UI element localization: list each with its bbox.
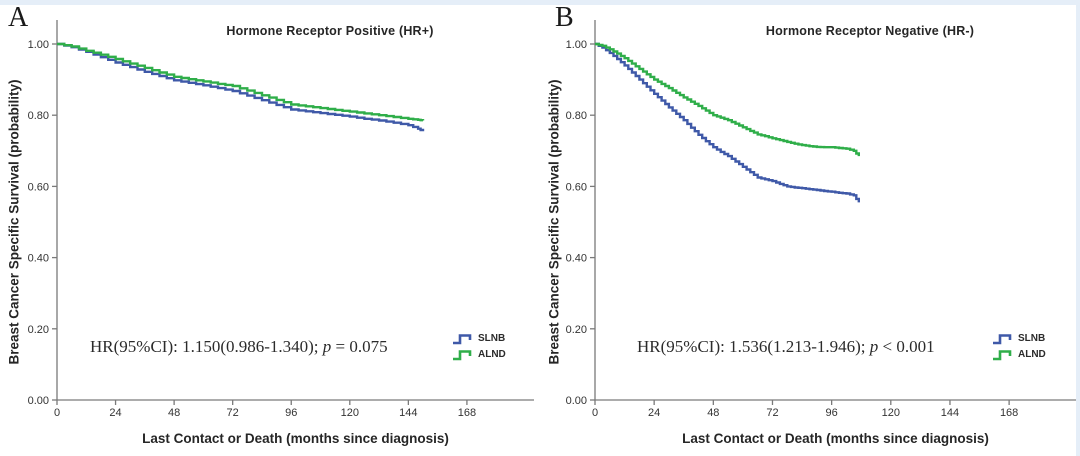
y-tick-label: 1.00 (566, 39, 587, 51)
y-tick-label: 0.60 (566, 181, 587, 193)
legend-label-slnb: SLNB (478, 332, 506, 344)
x-tick-label: 24 (109, 407, 121, 419)
chart-title: Hormone Receptor Negative (HR-) (765, 24, 975, 38)
x-tick-label: 168 (1000, 407, 1018, 419)
panel-letter: B (555, 2, 574, 33)
y-tick-label: 0.60 (28, 181, 49, 193)
page-frame-top (0, 0, 1080, 5)
y-tick-label: 0.00 (566, 395, 587, 407)
annotation-p-value: = 0.075 (331, 337, 388, 356)
survival-chart-hr-positive: 0.00 0.20 0.40 0.60 0.80 1.00 0 24 48 72 96 120 144 1… (28, 20, 534, 419)
y-tick-label: 0.80 (28, 110, 49, 122)
slnb-step-line-icon (993, 334, 1012, 345)
x-tick-label: 48 (707, 407, 719, 419)
x-tick-label: 72 (766, 407, 778, 419)
page-frame-right (1076, 0, 1080, 456)
y-axis-title: Breast Cancer Specific Survival (probabi… (546, 79, 562, 365)
y-tick-label: 0.40 (28, 253, 49, 265)
annotation-p-symbol: p (322, 337, 332, 356)
x-tick-label: 0 (54, 407, 60, 419)
y-tick-label: 0.80 (566, 110, 587, 122)
survival-curve-alnd (595, 42, 860, 157)
y-tick-label: 0.00 (28, 395, 49, 407)
survival-curve-alnd (57, 42, 425, 122)
legend: SLNB ALND (452, 331, 506, 362)
survival-curve-slnb (57, 42, 425, 132)
x-tick-label: 144 (941, 407, 959, 419)
x-tick-label: 96 (826, 407, 838, 419)
annotation-p-symbol: p (869, 337, 879, 356)
slnb-step-line-icon (453, 334, 472, 345)
hazard-ratio-annotation: HR(95%CI): 1.536(1.213-1.946); p < 0.001 (637, 337, 935, 357)
annotation-p-value: < 0.001 (878, 337, 935, 356)
y-tick-label: 0.20 (566, 324, 587, 336)
y-tick-label: 0.20 (28, 324, 49, 336)
x-tick-label: 120 (341, 407, 359, 419)
panel-letter: A (8, 2, 29, 33)
y-tick-label: 0.40 (566, 253, 587, 265)
x-axis-title: Last Contact or Death (months since diag… (142, 431, 449, 446)
y-tick-label: 1.00 (28, 39, 49, 51)
x-tick-label: 24 (648, 407, 660, 419)
alnd-step-line-icon (993, 350, 1012, 361)
x-tick-label: 72 (227, 407, 239, 419)
y-axis-title: Breast Cancer Specific Survival (probabi… (6, 79, 22, 365)
survival-curve-slnb (595, 42, 860, 203)
x-tick-label: 48 (168, 407, 180, 419)
legend-label-alnd: ALND (1018, 348, 1046, 360)
legend-item-slnb: SLNB (452, 331, 506, 346)
legend-item-slnb: SLNB (992, 331, 1046, 346)
panel-hr-negative: 0.00 0.20 0.40 0.60 0.80 1.00 0 24 48 72 96 120 144 1… (540, 0, 1080, 456)
survival-chart-hr-negative: 0.00 0.20 0.40 0.60 0.80 1.00 0 24 48 72 96 120 144 1… (566, 20, 1076, 419)
legend-item-alnd: ALND (452, 347, 506, 362)
x-tick-label: 144 (399, 407, 417, 419)
legend-label-alnd: ALND (478, 348, 506, 360)
annotation-text: HR(95%CI): 1.150(0.986-1.340); (90, 337, 323, 356)
alnd-step-line-icon (453, 350, 472, 361)
x-tick-label: 96 (285, 407, 297, 419)
annotation-text: HR(95%CI): 1.536(1.213-1.946); (637, 337, 870, 356)
hazard-ratio-annotation: HR(95%CI): 1.150(0.986-1.340); p = 0.075 (90, 337, 388, 357)
legend-label-slnb: SLNB (1018, 332, 1046, 344)
x-axis-title: Last Contact or Death (months since diag… (682, 431, 989, 446)
x-tick-label: 168 (458, 407, 476, 419)
chart-title: Hormone Receptor Positive (HR+) (226, 24, 434, 38)
panel-hr-positive: 0.00 0.20 0.40 0.60 0.80 1.00 0 24 48 72 96 120 144 1… (6, 2, 534, 446)
x-tick-label: 120 (882, 407, 900, 419)
legend-item-alnd: ALND (992, 347, 1046, 362)
x-tick-label: 0 (592, 407, 598, 419)
legend: SLNB ALND (992, 331, 1046, 362)
